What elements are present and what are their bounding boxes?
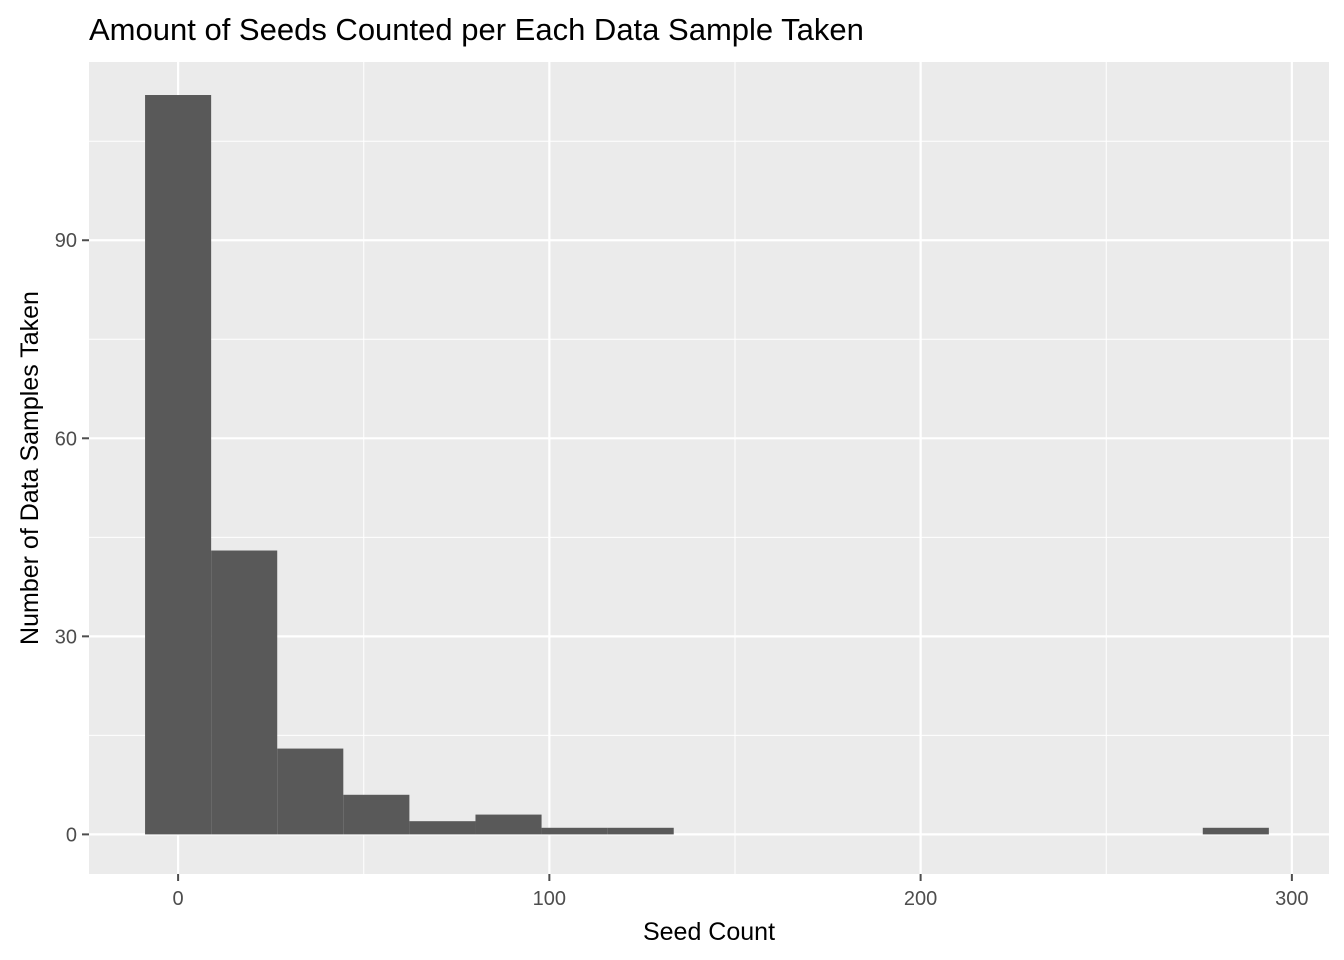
plot-panel <box>89 62 1329 874</box>
histogram-bar <box>541 827 608 835</box>
histogram-bars <box>145 95 1269 835</box>
y-axis-ticks: 0 30 60 90 <box>55 230 89 846</box>
y-tick-label: 60 <box>55 428 77 450</box>
histogram-bar <box>277 748 344 835</box>
histogram-bar <box>343 794 410 835</box>
histogram-bar <box>145 95 212 835</box>
histogram-bar <box>607 827 674 835</box>
x-tick-label: 100 <box>533 888 566 910</box>
y-tick-label: 30 <box>55 626 77 648</box>
y-axis-title: Number of Data Samples Taken <box>16 291 44 645</box>
histogram-bar <box>211 550 278 835</box>
x-tick-label: 200 <box>904 888 937 910</box>
chart-title: Amount of Seeds Counted per Each Data Sa… <box>89 12 864 47</box>
histogram-bar <box>409 821 476 835</box>
histogram-bar <box>1202 827 1269 835</box>
minor-gridlines <box>89 62 1329 874</box>
x-axis-ticks: 0 100 200 300 <box>173 874 1309 910</box>
x-tick-label: 300 <box>1275 888 1308 910</box>
y-tick-label: 90 <box>55 230 77 252</box>
x-axis-title: Seed Count <box>643 918 775 946</box>
y-tick-label: 0 <box>66 824 77 846</box>
histogram-bar <box>475 814 542 835</box>
x-tick-label: 0 <box>173 888 184 910</box>
